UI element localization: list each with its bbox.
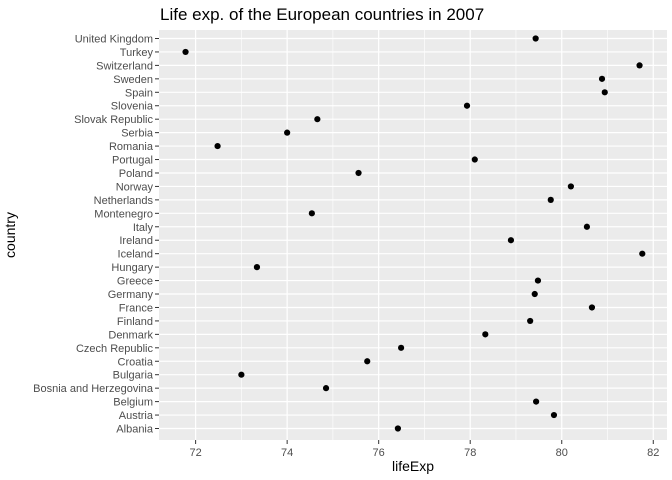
data-point	[601, 89, 608, 96]
y-tick-label: Czech Republic	[76, 343, 154, 355]
y-tick-label: France	[119, 302, 153, 314]
data-point	[394, 425, 401, 432]
x-tick-label: 76	[373, 447, 385, 459]
y-tick-label: Serbia	[121, 128, 154, 140]
y-tick-label: Bosnia and Herzegovina	[33, 383, 154, 395]
data-point	[182, 48, 189, 56]
data-point	[583, 223, 591, 230]
data-point	[398, 344, 405, 351]
y-tick-label: Portugal	[112, 155, 153, 167]
x-tick-label: 72	[189, 447, 201, 459]
data-point	[314, 116, 321, 123]
y-tick-label: Sweden	[113, 74, 153, 86]
data-point	[463, 102, 471, 109]
y-tick-label: Finland	[117, 316, 153, 328]
data-point	[532, 35, 539, 42]
x-axis-ticks: 72 74 76 78 80 82	[189, 440, 659, 459]
x-tick-label: 82	[647, 447, 659, 459]
y-tick-label: Montenegro	[94, 208, 153, 220]
y-tick-label: Albania	[116, 424, 154, 436]
data-point	[482, 331, 489, 338]
chart-title: Life exp. of the European countries in 2…	[160, 5, 484, 24]
y-tick-label: Norway	[116, 181, 154, 193]
y-tick-label: Slovak Republic	[74, 114, 153, 126]
data-point	[322, 385, 330, 392]
data-point	[534, 277, 542, 284]
data-point	[550, 411, 558, 419]
data-point	[639, 250, 646, 257]
data-point	[364, 358, 371, 365]
data-point	[531, 290, 538, 298]
y-tick-label: Poland	[119, 168, 153, 180]
x-tick-label: 74	[281, 447, 293, 459]
data-point	[238, 371, 245, 378]
data-point	[598, 75, 606, 82]
y-tick-label: Turkey	[120, 47, 154, 59]
y-axis-title: country	[2, 212, 18, 258]
y-tick-label: Belgium	[113, 397, 153, 409]
y-tick-label: Austria	[119, 410, 154, 422]
grid-major	[159, 30, 667, 440]
data-point	[636, 62, 643, 69]
data-point	[355, 169, 362, 177]
plot-panel	[159, 30, 667, 440]
data-point	[567, 183, 574, 190]
y-tick-label: Germany	[108, 289, 154, 301]
y-tick-label: Hungary	[111, 262, 153, 274]
y-tick-label: Italy	[133, 222, 154, 234]
y-tick-label: Netherlands	[94, 195, 154, 207]
y-tick-label: Switzerland	[96, 60, 153, 72]
y-tick-label: Iceland	[118, 249, 153, 261]
data-point	[588, 304, 596, 311]
y-tick-label: Spain	[125, 87, 153, 99]
y-tick-label: Romania	[109, 141, 154, 153]
x-tick-label: 78	[464, 447, 476, 459]
data-point	[547, 196, 554, 203]
data-point	[527, 317, 534, 325]
x-tick-label: 80	[556, 447, 568, 459]
y-tick-label: Denmark	[108, 329, 153, 341]
y-tick-label: Slovenia	[111, 101, 154, 113]
y-tick-label: Ireland	[119, 235, 153, 247]
data-point	[284, 129, 291, 136]
y-tick-label: Bulgaria	[113, 370, 154, 382]
data-point	[253, 264, 261, 271]
y-tick-label: Greece	[117, 276, 153, 288]
data-point	[533, 398, 540, 405]
y-tick-label: Croatia	[118, 356, 154, 368]
data-point	[471, 156, 478, 163]
data-point	[308, 210, 315, 217]
data-point	[507, 237, 515, 244]
x-axis-title: lifeExp	[392, 458, 434, 474]
data-points	[182, 35, 646, 432]
data-point	[214, 142, 221, 150]
y-tick-label: United Kingdom	[75, 34, 153, 46]
